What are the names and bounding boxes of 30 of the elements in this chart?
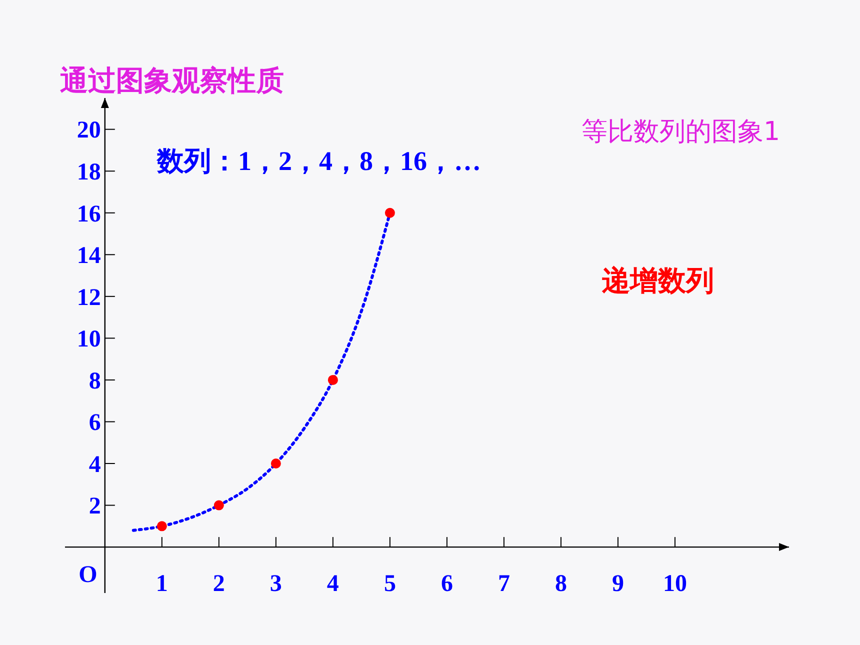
annotation: 递增数列: [601, 264, 714, 297]
point: [156, 521, 167, 532]
point: [384, 208, 395, 218]
y-tick-label: 18: [76, 160, 101, 186]
x-tick-label: 6: [440, 571, 453, 598]
y-tick-label: 6: [88, 410, 101, 436]
point: [214, 500, 224, 510]
y-tick-label: 4: [88, 452, 101, 478]
annotation: O: [78, 562, 98, 588]
x-tick-label: 2: [212, 571, 225, 598]
y-tick-label: 12: [76, 284, 101, 311]
x-tick-label: 7: [498, 571, 510, 598]
annotation: 数列：1，2，4，8，16，…: [156, 146, 481, 176]
y-tick-label: 10: [76, 326, 101, 353]
x-tick-label: 10: [662, 571, 687, 598]
x-tick-label: 8: [554, 571, 567, 598]
y-tick-label: 20: [76, 118, 101, 144]
y-tick-label: 16: [76, 201, 101, 228]
chart-title: 通过图象观察性质: [60, 64, 284, 97]
y-tick-label: 14: [76, 243, 101, 270]
x-tick-label: 3: [270, 571, 282, 598]
point: [270, 458, 281, 469]
point: [328, 374, 338, 385]
annotation: 等比数列的图象1: [581, 117, 780, 147]
x-tick-label: 9: [612, 571, 624, 598]
x-tick-label: 1: [156, 571, 168, 598]
x-tick-label: 5: [384, 571, 396, 598]
x-tick-label: 4: [326, 571, 339, 598]
y-tick-label: 8: [88, 368, 101, 394]
y-tick-label: 2: [88, 494, 101, 520]
